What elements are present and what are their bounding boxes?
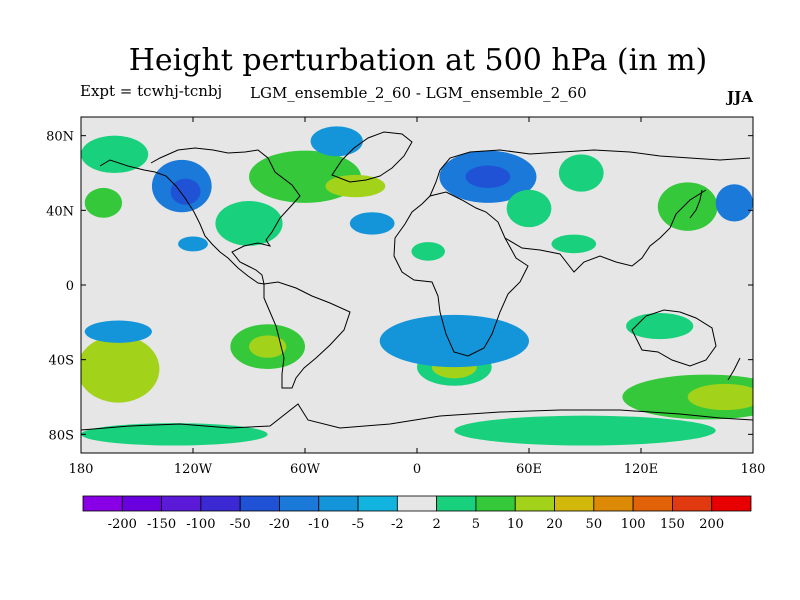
colorbar-label: 10 xyxy=(507,517,524,532)
colorbar-swatch xyxy=(239,495,280,512)
axis-ticks: 180 120W 60W 0 60E 120E 180 80N 40N 0 40S 80S xyxy=(46,117,765,477)
colorbar-label: -2 xyxy=(391,517,404,532)
colorbar-swatch xyxy=(672,495,713,512)
anomaly-region-19 xyxy=(84,320,152,343)
colorbar-swatch xyxy=(436,495,477,512)
colorbar-swatch xyxy=(121,495,162,512)
x-tick-label: 180 xyxy=(69,462,94,477)
x-tick-label: 180 xyxy=(741,462,766,477)
colorbar-swatch xyxy=(82,495,123,512)
anomaly-region-28 xyxy=(454,415,716,446)
anomaly-region-3 xyxy=(170,178,201,205)
anomaly-region-5 xyxy=(81,135,149,173)
colorbar-label: -5 xyxy=(352,517,365,532)
anomaly-region-16 xyxy=(411,242,446,261)
colorbar-label: 150 xyxy=(660,517,685,532)
x-tick-label: 120W xyxy=(174,462,213,477)
anomaly-region-17 xyxy=(178,236,208,252)
north-america-coastline xyxy=(99,147,301,285)
colorbar-swatch xyxy=(318,495,359,512)
anomaly-region-21 xyxy=(248,335,287,358)
eurasia-north-coastline xyxy=(429,149,751,197)
y-tick-label: 40S xyxy=(49,354,74,369)
colorbar-swatch xyxy=(357,495,398,512)
anomaly-region-4 xyxy=(84,187,123,218)
anomaly-region-13 xyxy=(551,234,597,254)
y-tick-label: 40N xyxy=(46,204,74,219)
south-america-coastline xyxy=(263,281,351,389)
anomaly-region-11 xyxy=(506,189,552,228)
colorbar-swatch xyxy=(593,495,634,512)
africa-eurasia-coastline xyxy=(393,191,529,357)
anomaly-region-27 xyxy=(687,383,753,411)
x-tick-label: 0 xyxy=(413,462,421,477)
contour-fill-layer xyxy=(81,126,753,446)
new-zealand-coastline xyxy=(727,357,741,381)
anomaly-region-14 xyxy=(657,182,718,231)
page-title: Height perturbation at 500 hPa (in m) xyxy=(128,43,708,78)
colorbar-label: -200 xyxy=(108,517,137,532)
colorbar-swatch xyxy=(396,495,438,512)
x-tick-label: 60W xyxy=(290,462,321,477)
colorbar-swatch xyxy=(711,495,752,512)
anomaly-region-8 xyxy=(349,212,395,235)
anomaly-region-12 xyxy=(558,154,604,192)
y-tick-label: 80N xyxy=(46,130,74,145)
anomaly-region-15 xyxy=(715,184,753,222)
australia-coastline xyxy=(631,309,717,367)
colorbar-label: 50 xyxy=(586,517,603,532)
ensemble-label: LGM_ensemble_2_60 - LGM_ensemble_2_60 xyxy=(250,84,587,102)
asia-south-coastline xyxy=(504,189,707,273)
colorbar-label: 200 xyxy=(699,517,724,532)
colorbar-label: -10 xyxy=(308,517,329,532)
colorbar-swatch xyxy=(475,495,516,512)
y-tick-label: 80S xyxy=(49,428,74,443)
x-tick-label: 60E xyxy=(516,462,542,477)
x-tick-label: 120E xyxy=(624,462,658,477)
experiment-label: Expt = tcwhj-tcnbj xyxy=(80,82,223,100)
anomaly-region-18 xyxy=(81,335,160,403)
colorbar-label: 100 xyxy=(621,517,646,532)
anomaly-region-29 xyxy=(81,423,268,446)
colorbar-label: -150 xyxy=(147,517,176,532)
season-label: JJA xyxy=(727,88,753,106)
antarctica-coastline xyxy=(81,403,753,431)
coastline-layer xyxy=(81,131,753,431)
colorbar: -200 -150 -100 -50 -20 -10 -5 -2 2 5 10 20 50 100 150 2… xyxy=(82,495,752,532)
japan-coastline xyxy=(689,189,703,219)
colorbar-label: 20 xyxy=(546,517,563,532)
colorbar-label: -20 xyxy=(269,517,290,532)
colorbar-swatch xyxy=(279,495,320,512)
anomaly-region-6 xyxy=(215,201,283,246)
colorbar-label: -50 xyxy=(230,517,251,532)
colorbar-swatch xyxy=(161,495,202,512)
anomaly-region-7 xyxy=(310,126,363,157)
anomaly-region-24 xyxy=(379,314,529,368)
colorbar-swatch xyxy=(554,495,595,512)
y-tick-label: 0 xyxy=(66,279,74,294)
greenland-coastline xyxy=(331,131,413,183)
anomaly-region-10 xyxy=(465,165,511,188)
colorbar-label: 5 xyxy=(472,517,480,532)
colorbar-swatch xyxy=(200,495,241,512)
colorbar-swatch xyxy=(514,495,555,512)
anomaly-region-1 xyxy=(325,174,386,198)
colorbar-swatch xyxy=(632,495,673,512)
colorbar-label: 2 xyxy=(433,517,441,532)
colorbar-label: -100 xyxy=(186,517,215,532)
